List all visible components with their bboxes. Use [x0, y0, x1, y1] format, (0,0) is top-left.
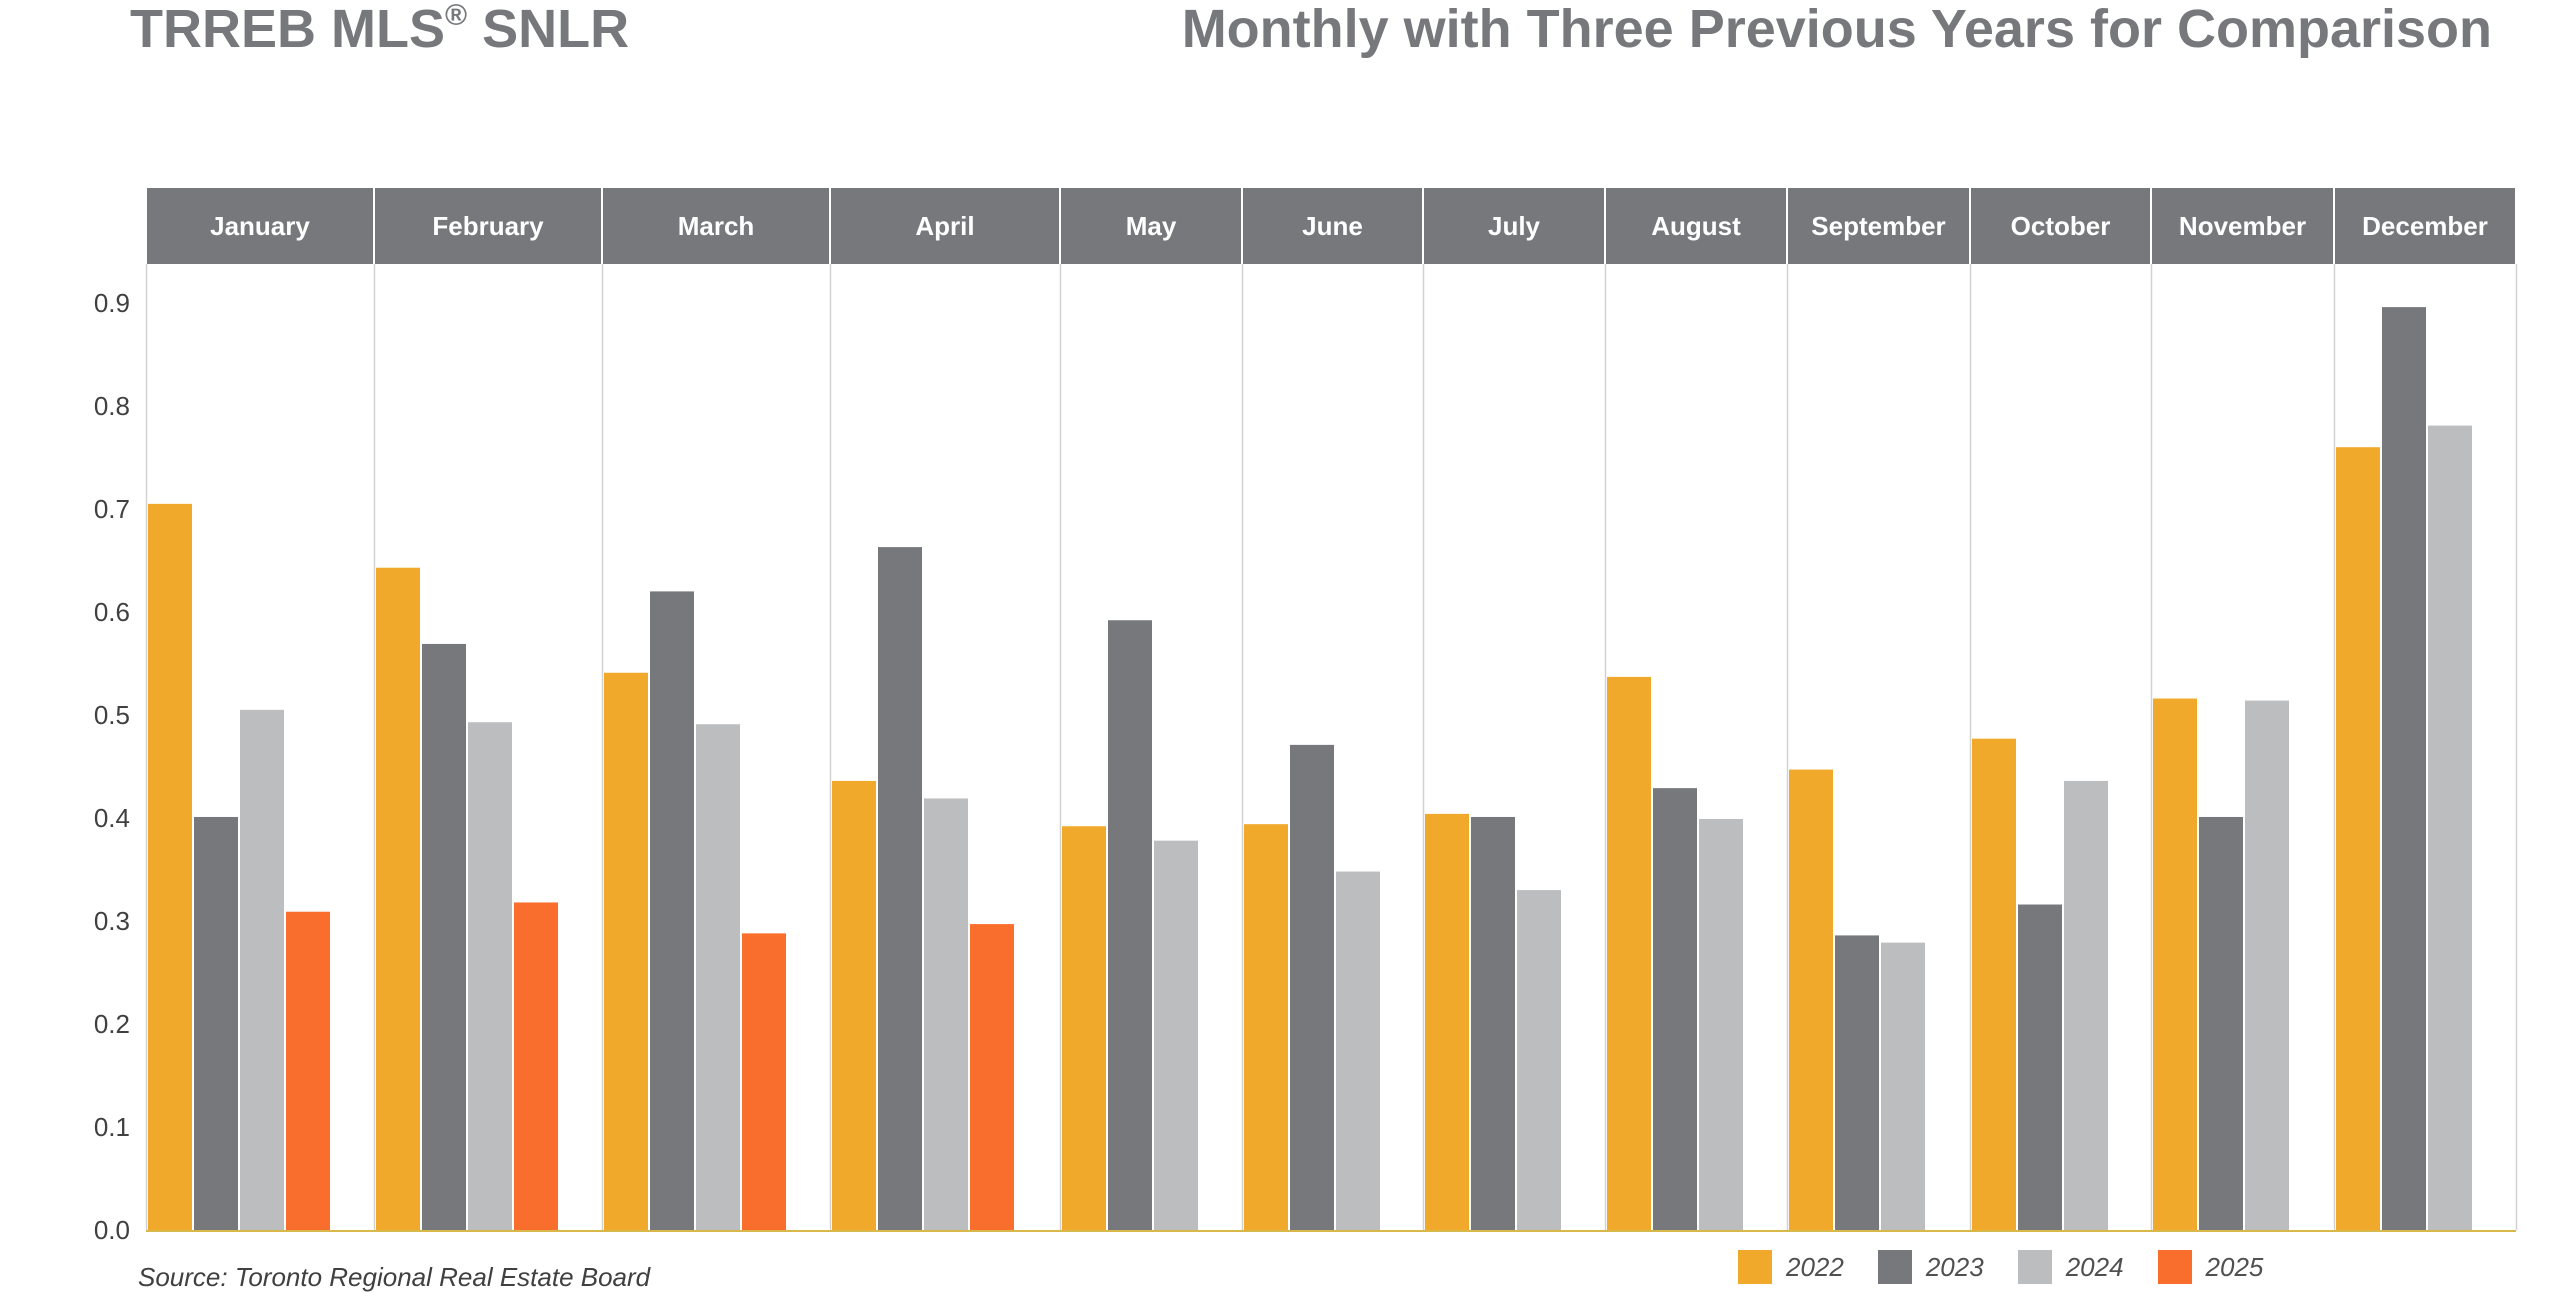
legend-label-2024: 2024: [2065, 1251, 2124, 1282]
bar-2024-october: [2064, 780, 2108, 1230]
month-label: September: [1811, 211, 1945, 241]
month-label: June: [1302, 211, 1363, 241]
bar-2022-june: [1244, 824, 1288, 1230]
month-header-december: [2335, 188, 2515, 264]
month-header-january: [147, 188, 373, 264]
bar-2023-august: [1653, 788, 1697, 1230]
y-tick-label: 0.7: [94, 494, 130, 524]
legend-item-2022: 2022: [1738, 1250, 1844, 1284]
month-label: May: [1126, 211, 1177, 241]
bar-2024-august: [1699, 819, 1743, 1230]
bar-2023-october: [2018, 904, 2062, 1230]
bar-2022-april: [832, 780, 876, 1230]
bar-2024-february: [468, 722, 512, 1230]
bar-2024-september: [1881, 942, 1925, 1230]
bar-2023-february: [422, 643, 466, 1230]
y-tick-label: 0.3: [94, 906, 130, 936]
bar-2024-april: [924, 798, 968, 1230]
bar-2022-may: [1062, 826, 1106, 1230]
bar-2023-march: [650, 591, 694, 1230]
legend-swatch-2025: [2157, 1250, 2192, 1284]
bar-2023-november: [2199, 816, 2243, 1230]
source-note: Source: Toronto Regional Real Estate Boa…: [138, 1262, 651, 1292]
month-header-may: [1061, 188, 1241, 264]
bar-2022-december: [2336, 447, 2380, 1230]
bar-2024-may: [1154, 840, 1198, 1230]
bar-2022-november: [2153, 698, 2197, 1230]
bar-2025-april: [970, 924, 1014, 1230]
y-tick-label: 0.6: [94, 597, 130, 627]
bar-2022-july: [1425, 813, 1469, 1230]
bar-2022-september: [1789, 769, 1833, 1230]
bar-2023-december: [2382, 307, 2426, 1230]
month-label: April: [915, 211, 974, 241]
month-header-august: [1606, 188, 1786, 264]
legend-label-2025: 2025: [2205, 1251, 2264, 1282]
month-header-april: [831, 188, 1059, 264]
legend-label-2023: 2023: [1925, 1251, 1984, 1282]
legend-swatch-2023: [1877, 1250, 1912, 1284]
month-header-november: [2152, 188, 2333, 264]
month-label: March: [678, 211, 755, 241]
y-tick-label: 0.2: [94, 1009, 130, 1039]
bar-2025-march: [742, 933, 786, 1230]
bar-2023-september: [1835, 935, 1879, 1230]
legend: 2022 2023 2024 2025: [1738, 1250, 2297, 1284]
bar-2024-march: [696, 724, 740, 1230]
bar-2024-december: [2428, 425, 2472, 1230]
legend-swatch-2024: [2017, 1250, 2052, 1284]
month-label: February: [432, 211, 544, 241]
month-label: December: [2362, 211, 2488, 241]
bar-2023-june: [1290, 744, 1334, 1230]
y-tick-label: 0.1: [94, 1112, 130, 1142]
y-tick-label: 0.5: [94, 700, 130, 730]
y-tick-label: 0.9: [94, 288, 130, 318]
month-header-july: [1424, 188, 1604, 264]
bar-2025-february: [514, 902, 558, 1230]
legend-item-2023: 2023: [1877, 1250, 1984, 1284]
y-tick-label: 0.0: [94, 1215, 130, 1245]
bar-2022-august: [1607, 676, 1651, 1230]
bar-2022-february: [376, 567, 420, 1230]
month-label: November: [2179, 211, 2306, 241]
chart-title: TRREB MLS® SNLR: [130, 0, 630, 59]
legend-item-2024: 2024: [2017, 1250, 2124, 1284]
bar-2023-july: [1471, 816, 1515, 1230]
bar-2022-march: [604, 672, 648, 1230]
y-tick-label: 0.8: [94, 391, 130, 421]
bar-2024-june: [1336, 871, 1380, 1230]
month-label: August: [1651, 211, 1741, 241]
bar-2024-july: [1517, 890, 1561, 1230]
month-label: January: [210, 211, 310, 241]
bar-2023-january: [194, 816, 238, 1230]
month-label: July: [1488, 211, 1541, 241]
y-tick-label: 0.4: [94, 803, 130, 833]
legend-label-2022: 2022: [1786, 1251, 1844, 1282]
bar-2025-january: [286, 911, 330, 1230]
month-header-october: [1971, 188, 2150, 264]
month-header-september: [1788, 188, 1969, 264]
month-header-june: [1243, 188, 1422, 264]
bar-2022-january: [148, 503, 192, 1231]
bar-2024-november: [2245, 700, 2289, 1230]
bar-2022-october: [1972, 738, 2016, 1230]
legend-item-2025: 2025: [2157, 1250, 2264, 1284]
bar-2024-january: [240, 709, 284, 1230]
month-label: October: [2011, 211, 2111, 241]
bar-2023-april: [878, 547, 922, 1230]
bar-2023-may: [1108, 620, 1152, 1230]
legend-swatch-2022: [1738, 1250, 1772, 1284]
month-header-february: [375, 188, 601, 264]
chart-subtitle: Monthly with Three Previous Years for Co…: [1181, 0, 2492, 59]
month-header-march: [603, 188, 829, 264]
